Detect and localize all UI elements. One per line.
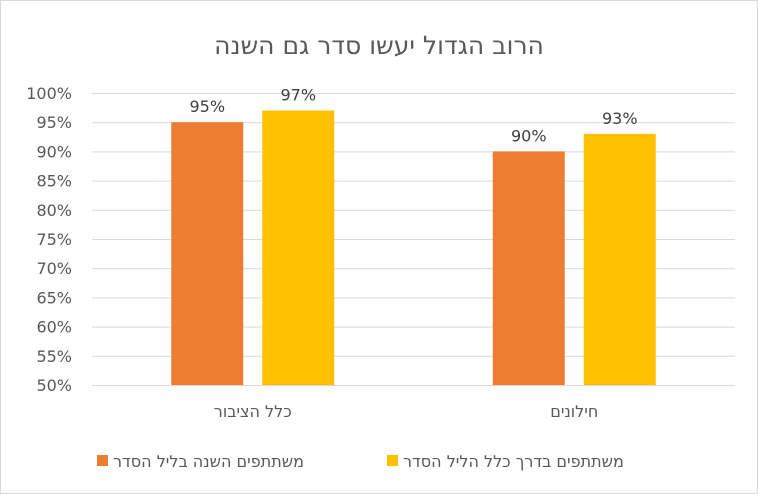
bar <box>171 122 244 385</box>
legend-label: משתתפים השנה בליל הסדר <box>113 452 304 471</box>
bar <box>583 133 656 385</box>
y-tick-label: 100% <box>26 84 72 103</box>
x-tick-label: חילונים <box>550 402 598 421</box>
bar <box>262 110 335 386</box>
data-label: 97% <box>280 86 316 105</box>
y-tick-label: 80% <box>36 201 72 220</box>
legend-swatch <box>387 455 398 466</box>
x-tick-label: כלל הציבור <box>214 402 292 421</box>
y-tick-label: 50% <box>36 376 72 395</box>
y-tick-label: 70% <box>36 259 72 278</box>
y-tick-label: 95% <box>36 113 72 132</box>
bar <box>492 151 565 385</box>
y-tick-label: 75% <box>36 230 72 249</box>
legend: משתתפים בדרך כלל הליל הסדר משתתפים השנה ב… <box>97 452 624 471</box>
chart-title: הרוב הגדול יעשו סדר גם השנה <box>214 31 544 60</box>
y-axis-ticks: 50% 55% 60% 65% 70% 75% 80% 85% 90% 95% 100% <box>26 84 72 395</box>
x-axis-labels: כלל הציבור חילונים <box>214 402 599 421</box>
y-tick-label: 90% <box>36 142 72 161</box>
bars: 95% 97% 90% 93% <box>171 86 656 386</box>
legend-swatch <box>97 455 108 466</box>
y-tick-label: 60% <box>36 318 72 337</box>
y-tick-label: 55% <box>36 347 72 366</box>
data-label: 90% <box>511 126 547 145</box>
y-tick-label: 65% <box>36 288 72 307</box>
data-label: 93% <box>602 109 638 128</box>
y-tick-label: 85% <box>36 172 72 191</box>
data-label: 95% <box>189 97 225 116</box>
legend-label: משתתפים בדרך כלל הליל הסדר <box>403 452 624 471</box>
